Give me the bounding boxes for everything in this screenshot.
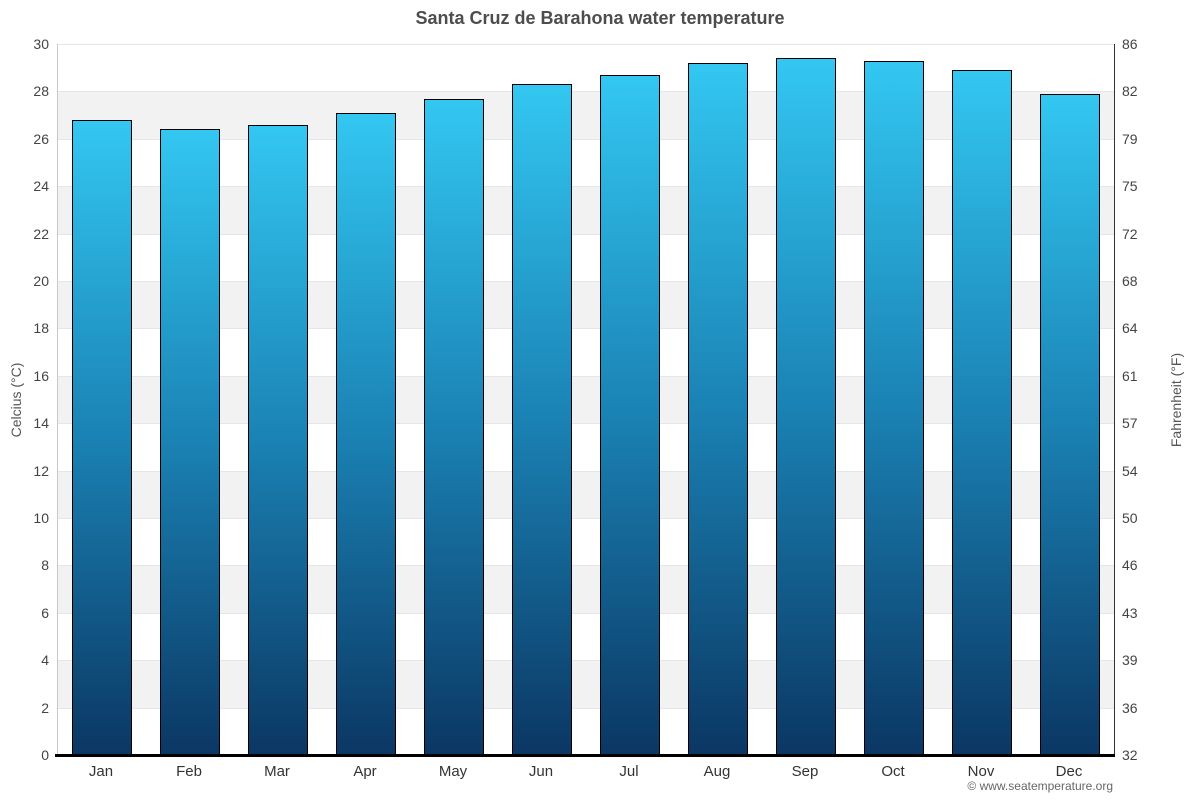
chart-title: Santa Cruz de Barahona water temperature <box>415 8 785 28</box>
month-label-sep: Sep <box>791 763 819 780</box>
celsius-tick-label: 26 <box>33 130 49 147</box>
gridline <box>58 44 1114 45</box>
gridline <box>58 186 1114 188</box>
fahrenheit-tick-label: 32 <box>1122 747 1138 763</box>
month-label-jul: Jul <box>619 763 639 780</box>
bar-dec[interactable] <box>1040 93 1100 755</box>
month-label-dec: Dec <box>1055 763 1083 780</box>
month-label-nov: Nov <box>967 763 995 780</box>
fahrenheit-tick-label: 46 <box>1122 557 1138 574</box>
celsius-tick-label: 24 <box>33 178 49 195</box>
gridline <box>58 565 1114 567</box>
celsius-tick-label: 14 <box>33 415 49 432</box>
month-label-mar: Mar <box>264 763 290 780</box>
gridline <box>58 375 1114 377</box>
celsius-tick-label: 16 <box>33 367 49 384</box>
celsius-tick-label: 12 <box>33 462 49 479</box>
celsius-axis-title: Celcius (°C) <box>8 362 24 438</box>
celsius-tick-label: 2 <box>41 699 49 716</box>
gridline <box>58 470 1114 472</box>
month-label-apr: Apr <box>353 763 377 780</box>
copyright-link[interactable]: © www.seatemperature.org <box>967 779 1113 793</box>
celsius-tick-label: 30 <box>33 36 49 52</box>
bar-apr[interactable] <box>336 112 396 755</box>
plot-band <box>58 660 1114 708</box>
fahrenheit-axis-title: Fahrenheit (°F) <box>1168 352 1184 448</box>
celsius-tick-label: 4 <box>41 652 49 669</box>
bar-jul[interactable] <box>600 74 660 755</box>
month-label-oct: Oct <box>881 763 905 780</box>
fahrenheit-tick-label: 54 <box>1122 462 1138 479</box>
bar-feb[interactable] <box>160 129 220 755</box>
celsius-tick-label: 10 <box>33 510 49 526</box>
gridline <box>58 612 1114 614</box>
bar-sep[interactable] <box>776 58 836 755</box>
month-label-feb: Feb <box>176 763 202 780</box>
plot-band <box>58 91 1114 139</box>
celsius-tick-label: 20 <box>33 273 49 289</box>
bar-aug[interactable] <box>688 62 748 755</box>
fahrenheit-tick-label: 50 <box>1122 510 1138 526</box>
gridline <box>58 660 1114 662</box>
celsius-tick-label: 6 <box>41 604 49 621</box>
bar-oct[interactable] <box>864 60 924 755</box>
bar-nov[interactable] <box>952 70 1012 755</box>
fahrenheit-tick-label: 57 <box>1122 415 1138 432</box>
fahrenheit-tick-label: 39 <box>1122 652 1138 669</box>
plot-band <box>58 470 1114 518</box>
fahrenheit-tick-label: 43 <box>1122 604 1138 621</box>
month-label-aug: Aug <box>703 763 731 780</box>
gridline <box>58 281 1114 282</box>
plot-area <box>57 44 1115 756</box>
gridline <box>58 138 1114 140</box>
fahrenheit-tick-label: 64 <box>1122 320 1138 337</box>
fahrenheit-tick-label: 61 <box>1122 367 1138 384</box>
fahrenheit-tick-label: 75 <box>1122 178 1138 195</box>
gridline <box>58 707 1114 709</box>
x-axis-line <box>55 754 1115 757</box>
plot-band <box>58 281 1114 329</box>
celsius-tick-label: 28 <box>33 83 49 100</box>
bar-mar[interactable] <box>248 124 308 755</box>
gridline <box>58 91 1114 93</box>
gridline <box>58 518 1114 519</box>
fahrenheit-tick-label: 72 <box>1122 225 1138 242</box>
plot-band <box>58 186 1114 234</box>
celsius-tick-label: 8 <box>41 557 49 574</box>
celsius-tick-label: 0 <box>41 747 49 763</box>
bar-may[interactable] <box>424 98 484 755</box>
bar-jun[interactable] <box>512 84 572 755</box>
month-label-jan: Jan <box>88 763 114 780</box>
month-label-jun: Jun <box>528 763 554 780</box>
gridline <box>58 328 1114 330</box>
gridline <box>58 233 1114 235</box>
fahrenheit-tick-label: 68 <box>1122 273 1138 289</box>
plot-band <box>58 565 1114 613</box>
gridline <box>58 423 1114 425</box>
fahrenheit-tick-label: 86 <box>1122 36 1138 52</box>
bar-jan[interactable] <box>72 119 132 755</box>
celsius-tick-label: 22 <box>33 225 49 242</box>
celsius-tick-label: 18 <box>33 320 49 337</box>
plot-band <box>58 375 1114 424</box>
fahrenheit-tick-label: 79 <box>1122 130 1138 147</box>
month-label-may: May <box>438 763 468 780</box>
fahrenheit-tick-label: 82 <box>1122 83 1138 100</box>
fahrenheit-tick-label: 36 <box>1122 699 1138 716</box>
